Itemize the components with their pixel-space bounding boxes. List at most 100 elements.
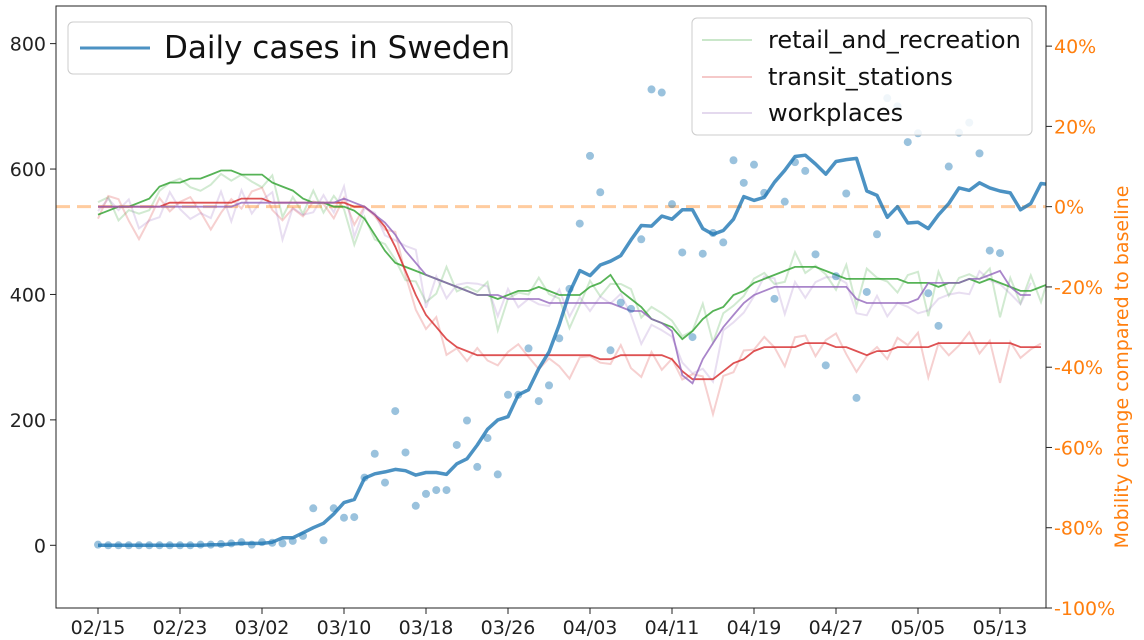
case-point <box>340 513 348 522</box>
case-point <box>739 178 748 187</box>
y2-tick-label: -40% <box>1054 357 1103 379</box>
y2-tick-label: -20% <box>1054 277 1103 299</box>
x-tick-label: 04/19 <box>727 617 782 639</box>
case-point <box>381 478 389 487</box>
case-point <box>606 346 615 355</box>
case-point <box>770 294 779 303</box>
y2-axis-title: Mobility change compared to baseline <box>1111 186 1133 549</box>
case-point <box>432 486 441 495</box>
case-point <box>411 501 420 510</box>
legend-retail-label: retail_and_recreation <box>768 26 1021 54</box>
case-point <box>903 138 912 147</box>
daily-cases-line-layer <box>98 153 1046 548</box>
retail-raw-line <box>97 172 1046 346</box>
transit-raw-line <box>97 186 1042 419</box>
case-point <box>370 449 379 458</box>
x-tick-label: 03/02 <box>235 617 290 639</box>
case-point <box>975 149 984 158</box>
x-tick-label: 02/15 <box>71 617 126 639</box>
case-point <box>996 249 1004 258</box>
case-point <box>586 151 594 160</box>
case-point <box>534 397 543 406</box>
x-tick-label: 03/26 <box>481 617 536 639</box>
case-point <box>657 88 666 97</box>
y2-tick-label: -80% <box>1054 518 1103 540</box>
y-tick-label: 200 <box>10 410 46 432</box>
legend-right: retail_and_recreation transit_stations w… <box>691 17 1033 136</box>
y2-tick-label: 40% <box>1054 36 1096 58</box>
plot-frame <box>55 5 1047 609</box>
case-point <box>463 416 471 425</box>
case-point <box>545 381 553 390</box>
case-point <box>985 246 994 255</box>
case-point <box>524 344 533 353</box>
case-point <box>729 156 738 165</box>
case-point <box>350 513 359 522</box>
case-point <box>452 440 461 449</box>
x-tick-label: 04/27 <box>809 617 864 639</box>
case-point <box>555 334 564 343</box>
x-tick-label: 05/05 <box>891 617 946 639</box>
case-point <box>637 235 646 244</box>
case-point <box>832 272 840 281</box>
legend-left-box <box>67 21 513 75</box>
case-point <box>678 248 687 257</box>
case-point <box>944 162 953 171</box>
mobility-raw-lines <box>97 172 1046 419</box>
y-axis-left: 0 200 400 600 800 <box>10 34 56 557</box>
case-point <box>924 289 933 298</box>
case-point <box>627 304 635 313</box>
case-point <box>278 539 287 548</box>
case-point <box>780 197 789 206</box>
x-tick-label: 04/03 <box>563 617 618 639</box>
daily-cases-points <box>94 85 1004 550</box>
case-point <box>473 462 482 471</box>
x-axis: 02/15 02/23 03/02 03/10 03/18 03/26 04/03 04/11… <box>71 608 1028 639</box>
y-tick-label: 800 <box>10 34 46 56</box>
case-point <box>934 321 943 330</box>
case-point <box>852 393 861 402</box>
case-point <box>616 298 625 307</box>
x-tick-label: 05/13 <box>973 617 1028 639</box>
y2-tick-label: 20% <box>1054 116 1096 138</box>
y-tick-label: 400 <box>10 284 46 306</box>
y-tick-label: 600 <box>10 159 46 181</box>
case-point <box>842 189 851 198</box>
y2-tick-label: 0% <box>1054 197 1084 219</box>
y2-tick-label: -60% <box>1054 437 1103 459</box>
case-point <box>750 160 758 169</box>
x-tick-label: 02/23 <box>153 617 208 639</box>
y-axis-right: 40% 20% 0% -20% -40% -60% -80% -100% <box>1046 36 1115 620</box>
case-point <box>862 287 871 296</box>
case-point <box>575 219 584 228</box>
case-point <box>596 188 605 197</box>
case-point <box>811 250 820 259</box>
daily-cases-line <box>98 153 1046 548</box>
legend-workplaces-label: workplaces <box>768 99 903 127</box>
case-point <box>401 448 410 457</box>
transit-avg-line <box>98 197 1041 381</box>
x-tick-label: 03/10 <box>317 617 372 639</box>
case-point <box>821 361 830 370</box>
case-point <box>647 85 656 94</box>
legend-transit-label: transit_stations <box>768 63 953 91</box>
case-point <box>668 200 676 209</box>
case-point <box>801 166 810 175</box>
legend-right-box <box>691 17 1033 136</box>
case-point <box>483 434 492 443</box>
case-point <box>873 230 881 239</box>
y2-tick-label: -100% <box>1054 598 1115 620</box>
retail-avg-line <box>97 169 1046 341</box>
case-point <box>309 504 318 513</box>
case-point <box>319 536 328 545</box>
legend-left: Daily cases in Sweden <box>67 21 513 75</box>
case-point <box>493 470 502 479</box>
case-point <box>698 249 707 258</box>
case-point <box>442 486 451 495</box>
case-point <box>719 238 728 247</box>
x-tick-label: 03/18 <box>399 617 454 639</box>
case-point <box>688 333 697 342</box>
case-point <box>422 489 430 498</box>
case-point <box>391 407 400 416</box>
